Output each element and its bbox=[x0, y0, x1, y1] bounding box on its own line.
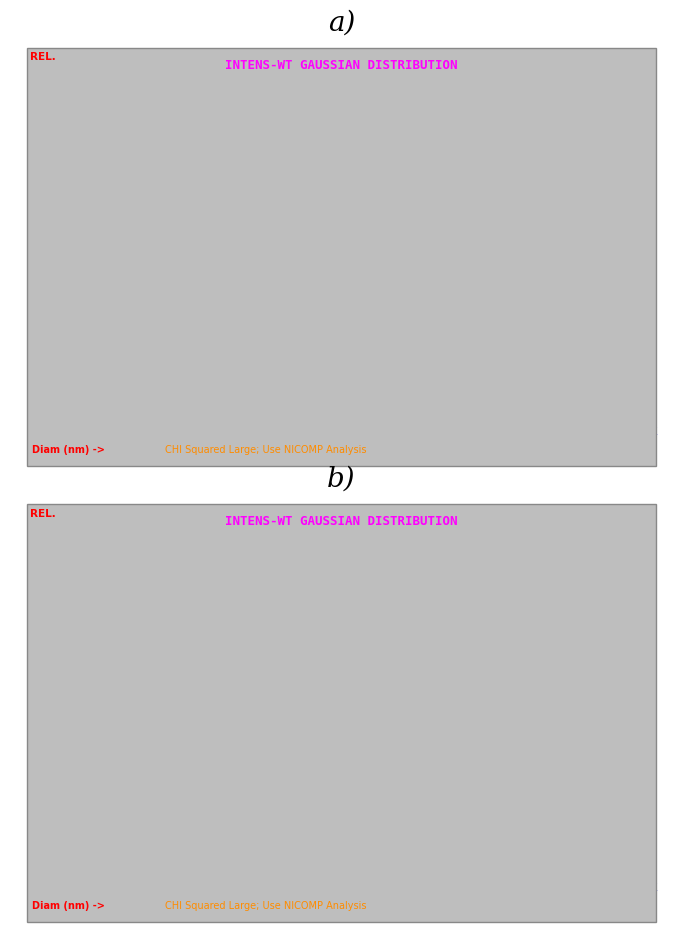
Bar bbox=[149, 863, 163, 874]
Bar bbox=[540, 412, 554, 417]
Text: REL.: REL. bbox=[30, 509, 56, 519]
Bar bbox=[414, 724, 428, 874]
Bar bbox=[121, 415, 135, 417]
Bar bbox=[554, 871, 568, 874]
Bar bbox=[233, 319, 247, 417]
Bar bbox=[316, 134, 331, 417]
Bar bbox=[414, 267, 428, 417]
Text: INTENS-WT GAUSSIAN DISTRIBUTION: INTENS-WT GAUSSIAN DISTRIBUTION bbox=[225, 515, 458, 529]
Bar bbox=[149, 406, 163, 417]
Bar bbox=[456, 793, 470, 874]
Bar bbox=[274, 215, 289, 417]
Bar bbox=[260, 255, 274, 417]
Bar bbox=[205, 817, 219, 874]
Bar bbox=[386, 653, 400, 874]
Bar bbox=[219, 799, 233, 874]
Bar bbox=[260, 708, 274, 874]
Bar bbox=[135, 412, 149, 417]
Text: Diam (nm) ->: Diam (nm) -> bbox=[32, 901, 105, 911]
Bar bbox=[105, 873, 121, 874]
Bar bbox=[428, 285, 442, 417]
Bar bbox=[372, 617, 386, 874]
Text: Diam (nm) ->: Diam (nm) -> bbox=[32, 444, 105, 455]
Bar bbox=[358, 140, 372, 417]
Bar bbox=[233, 775, 247, 874]
Bar bbox=[484, 376, 498, 417]
Text: a): a) bbox=[328, 10, 355, 36]
Bar bbox=[331, 581, 344, 874]
Bar bbox=[386, 194, 400, 417]
Text: REL.: REL. bbox=[30, 52, 56, 63]
Bar bbox=[247, 285, 260, 417]
Text: b): b) bbox=[327, 466, 356, 493]
Bar bbox=[428, 742, 442, 874]
Bar bbox=[470, 358, 484, 417]
Bar bbox=[400, 690, 414, 874]
Bar bbox=[526, 860, 540, 874]
Bar bbox=[512, 397, 526, 417]
Bar bbox=[135, 868, 149, 874]
Bar bbox=[302, 155, 316, 417]
Bar bbox=[191, 376, 205, 417]
Bar bbox=[331, 125, 344, 417]
Bar bbox=[289, 179, 302, 417]
Bar bbox=[470, 817, 484, 874]
Bar bbox=[358, 599, 372, 874]
Text: CHI Squared Large; Use NICOMP Analysis: CHI Squared Large; Use NICOMP Analysis bbox=[166, 444, 367, 455]
Bar bbox=[316, 591, 331, 874]
Bar bbox=[456, 333, 470, 417]
Bar bbox=[344, 578, 358, 874]
Bar bbox=[289, 635, 302, 874]
Bar bbox=[526, 406, 540, 417]
Bar bbox=[121, 871, 135, 874]
Bar bbox=[554, 415, 568, 417]
Bar bbox=[540, 868, 554, 874]
Bar bbox=[176, 844, 191, 874]
Bar bbox=[498, 388, 512, 417]
Bar bbox=[205, 360, 219, 417]
Bar bbox=[442, 760, 456, 874]
Bar bbox=[247, 742, 260, 874]
Bar bbox=[344, 122, 358, 417]
Text: CHI Squared Large; Use NICOMP Analysis: CHI Squared Large; Use NICOMP Analysis bbox=[166, 901, 367, 911]
Bar bbox=[219, 342, 233, 417]
Bar bbox=[274, 669, 289, 874]
Bar bbox=[176, 388, 191, 417]
Bar bbox=[484, 832, 498, 874]
Text: INTENS-WT GAUSSIAN DISTRIBUTION: INTENS-WT GAUSSIAN DISTRIBUTION bbox=[225, 59, 458, 72]
Bar bbox=[512, 850, 526, 874]
Bar bbox=[442, 300, 456, 417]
Bar bbox=[163, 397, 176, 417]
Bar bbox=[191, 832, 205, 874]
Bar bbox=[372, 158, 386, 417]
Bar bbox=[400, 230, 414, 417]
Bar bbox=[568, 873, 581, 874]
Bar bbox=[498, 841, 512, 874]
Bar bbox=[163, 853, 176, 874]
Bar bbox=[302, 609, 316, 874]
